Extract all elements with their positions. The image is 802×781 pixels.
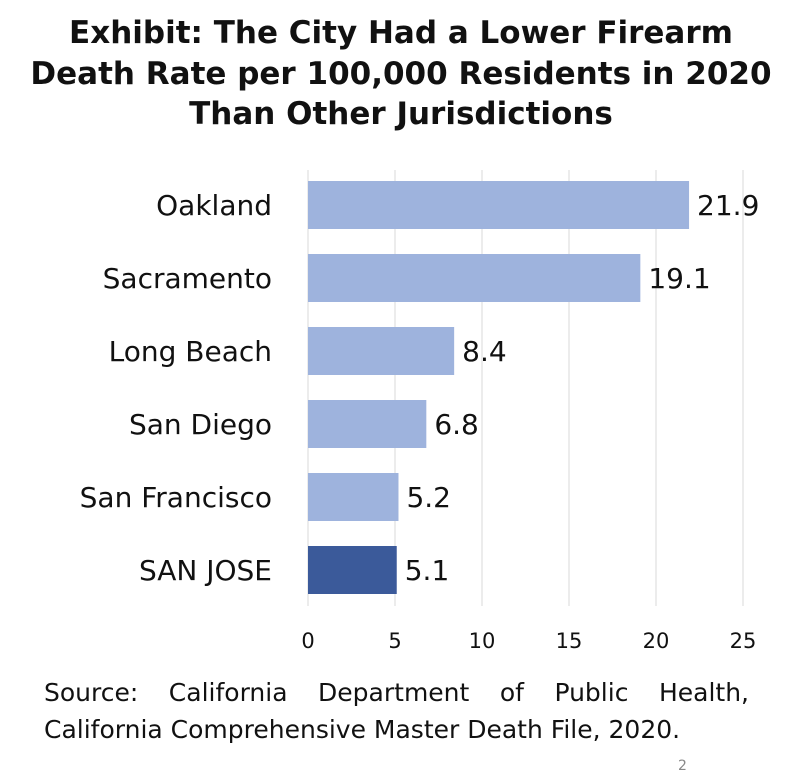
x-tick-label: 5 [388,629,401,653]
source-line-1: Source: California Department of Public … [44,678,749,707]
value-label: 5.1 [405,554,450,587]
value-label: 19.1 [648,262,710,295]
bar [308,254,641,302]
value-label: 6.8 [434,408,479,441]
x-tick-label: 0 [301,629,314,653]
title-line-1: Exhibit: The City Had a Lower Firearm [69,15,733,51]
bar [308,546,397,594]
title-line-2: Death Rate per 100,000 Residents in 2020 [30,56,772,92]
bar [308,400,427,448]
bar [308,473,399,521]
value-label: 5.2 [406,481,451,514]
category-label: SAN JOSE [139,554,272,587]
page-number: 2 [678,758,687,774]
source-line-2: California Comprehensive Master Death Fi… [44,715,681,744]
x-tick-label: 10 [469,629,496,653]
category-label: San Francisco [80,481,272,514]
x-tick-label: 20 [643,629,670,653]
bar [308,327,455,375]
bar [308,181,690,229]
category-label: Sacramento [103,262,272,295]
x-tick-label: 25 [730,629,757,653]
value-label: 21.9 [697,189,759,222]
category-label: San Diego [129,408,272,441]
category-label: Oakland [156,189,272,222]
x-tick-label: 15 [556,629,583,653]
category-label: Long Beach [109,335,272,368]
value-label: 8.4 [462,335,507,368]
title-line-3: Than Other Jurisdictions [189,96,613,132]
